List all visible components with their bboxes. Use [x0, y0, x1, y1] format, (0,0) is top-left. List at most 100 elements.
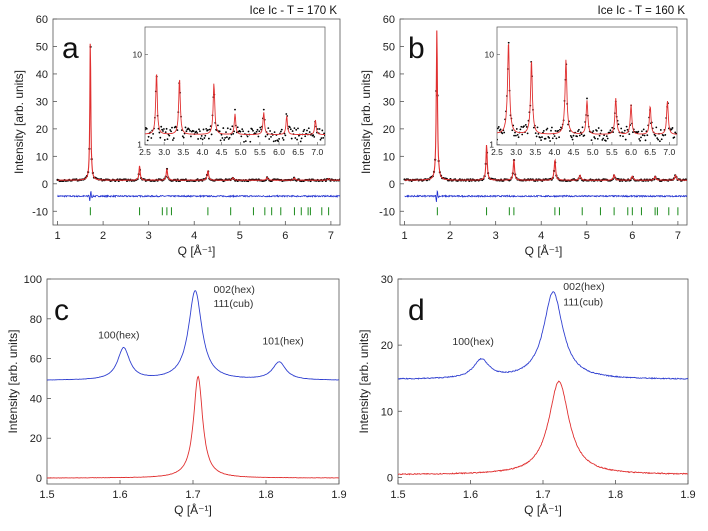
- peak-label: 111(cub): [563, 296, 603, 308]
- inset-observed-point: [241, 128, 244, 131]
- inset-observed-point: [641, 130, 643, 133]
- inset-x-tick-label: 7.0: [311, 147, 323, 157]
- inset-observed-point: [553, 135, 556, 138]
- inset-observed-point: [252, 129, 254, 132]
- inset-observed-point: [524, 123, 527, 126]
- inset-observed-point: [497, 127, 499, 130]
- y-tick-label: 20: [383, 124, 395, 136]
- y-tick-label: 30: [383, 96, 395, 108]
- y-tick-label: 60: [383, 14, 395, 26]
- inset-x-tick-label: 3.5: [177, 147, 189, 157]
- inset-observed-point: [628, 133, 631, 135]
- inset-observed-point: [289, 128, 292, 131]
- panel-c: 1.5 1.6 1.7 1.8 1.9 0 20 40 60 80 100 Q [Å⁻¹] Intens…: [6, 274, 347, 517]
- inset-observed-point: [226, 127, 229, 130]
- inset-x-tick-label: 3.0: [158, 147, 170, 157]
- inset-observed-point: [231, 125, 234, 128]
- x-tick-label: 6: [629, 230, 635, 242]
- inset-observed-point: [280, 130, 282, 133]
- inset-observed-point: [583, 134, 586, 137]
- panel-d: 1.5 1.6 1.7 1.8 1.9 0 10 20 30 Q [Å⁻¹] Intensity […: [357, 274, 696, 517]
- y-axis-label: Intensity [arb. units]: [359, 70, 373, 174]
- inset-observed-point: [145, 127, 148, 130]
- x-tick-label: 5: [237, 230, 243, 242]
- inset-observed-point: [638, 138, 641, 140]
- series-line-2: [398, 380, 688, 476]
- x-axis-label: Q [Å⁻¹]: [178, 243, 216, 258]
- inset-observed-point: [644, 139, 647, 142]
- inset-calculated-line: [497, 43, 677, 135]
- inset-observed-point: [274, 139, 277, 142]
- inset-observed-point: [209, 125, 212, 128]
- inset-observed-point: [162, 130, 164, 132]
- inset-observed-point: [646, 134, 649, 137]
- inset-observed-point: [297, 127, 299, 130]
- x-tick-label: 3: [493, 230, 499, 242]
- inset-x-tick-label: 5.0: [587, 147, 599, 157]
- inset-observed-point: [161, 128, 164, 131]
- inset-observed-point: [602, 137, 605, 140]
- inset-observed-point: [671, 127, 674, 129]
- inset-observed-point: [258, 130, 261, 133]
- inset-observed-point: [246, 135, 249, 138]
- inset-observed-point: [548, 137, 551, 139]
- inset-observed-point: [196, 132, 199, 134]
- inset-observed-point: [596, 138, 599, 140]
- inset-observed-point: [277, 140, 280, 143]
- inset-observed-point: [541, 136, 543, 138]
- inset-observed-point: [318, 128, 321, 130]
- y-axis-label: Intensity [arb. units]: [12, 70, 26, 174]
- inset-observed-point: [307, 127, 310, 130]
- calculated-line: [57, 43, 340, 181]
- inset-observed-point: [199, 137, 202, 140]
- inset-observed-point: [559, 128, 561, 131]
- inset-observed-point: [163, 128, 165, 130]
- inset-observed-point: [554, 129, 557, 132]
- x-tick-label: 1.9: [331, 489, 346, 501]
- y-tick-label: 40: [30, 393, 42, 405]
- inset-observed-point: [224, 136, 227, 139]
- inset-observed-point: [593, 136, 596, 138]
- inset-observed-point: [539, 136, 542, 139]
- inset-observed-point: [640, 136, 642, 139]
- inset-observed-point: [580, 133, 583, 136]
- y-tick-label: 30: [36, 96, 48, 108]
- inset-observed-point: [217, 124, 219, 127]
- inset-observed-point: [262, 108, 265, 111]
- inset-observed-point: [269, 130, 271, 132]
- y-tick-label: 0: [389, 179, 395, 191]
- inset-observed-point: [497, 125, 500, 128]
- inset-observed-point: [234, 108, 236, 111]
- inset-observed-point: [497, 138, 498, 141]
- inset-observed-point: [581, 126, 584, 129]
- inset-observed-point: [182, 136, 185, 139]
- inset-observed-point: [240, 135, 243, 138]
- inset-observed-point: [242, 130, 245, 133]
- inset-observed-point: [537, 132, 540, 135]
- inset-observed-point: [511, 129, 514, 132]
- inset-observed-point: [219, 139, 222, 142]
- inset-observed-point: [255, 130, 258, 133]
- inset-observed-point: [308, 131, 311, 133]
- inset-observed-point: [207, 129, 209, 131]
- chart-title: Ice Ic - T = 160 K: [598, 5, 686, 17]
- inset-observed-point: [323, 132, 325, 135]
- inset-observed-point: [545, 128, 548, 131]
- inset-observed-point: [223, 139, 226, 141]
- inset-observed-point: [643, 134, 646, 137]
- y-tick-label: 40: [383, 69, 395, 81]
- plot-frame: [397, 278, 689, 485]
- inset-observed-point: [600, 129, 603, 132]
- inset-observed-point: [617, 123, 620, 126]
- inset-observed-point: [152, 132, 155, 135]
- inset-observed-point: [199, 130, 201, 133]
- inset-observed-point: [533, 126, 535, 129]
- inset-observed-point: [300, 137, 303, 140]
- panel-b: 1 2 3 4 5 6 7 -10 0 10 20 30 40 50 60 Q [Å⁻¹] Intensity …: [359, 5, 688, 258]
- chart-title: Ice Ic - T = 170 K: [250, 5, 338, 17]
- inset-x-tick-label: 6.5: [644, 147, 656, 157]
- difference-line: [57, 191, 340, 201]
- panel-letter: a: [62, 32, 79, 65]
- y-tick-label: 0: [42, 179, 48, 191]
- inset-observed-point: [296, 138, 298, 141]
